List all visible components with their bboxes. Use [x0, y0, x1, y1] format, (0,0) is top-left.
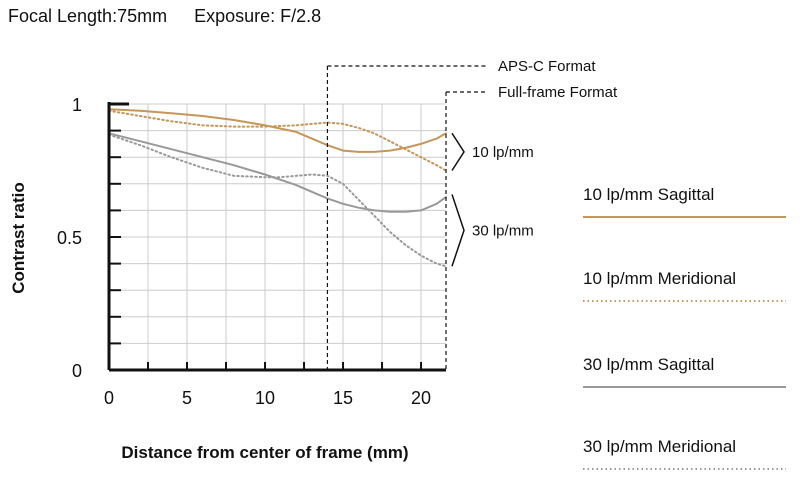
- focal-length-label: Focal Length:75mm: [8, 6, 168, 26]
- tick-labels: 0 5 10 15 20 0 0.5 1: [57, 95, 431, 408]
- format-markers: APS-C Format Full-frame Format: [326, 58, 618, 370]
- y-tick-label: 0: [72, 361, 82, 381]
- frequency-label: 30 lp/mm: [472, 222, 534, 239]
- series-line-10-lp-mm-meridional: [108, 109, 447, 172]
- x-tick-label: 15: [333, 388, 353, 408]
- frequency-annotations: 10 lp/mm 30 lp/mm: [451, 132, 534, 267]
- chart-header: Focal Length:75mm Exposure: F/2.8: [8, 6, 343, 27]
- frequency-label: 10 lp/mm: [472, 144, 534, 161]
- format-label: APS-C Format: [498, 58, 596, 75]
- x-tick-label: 5: [182, 388, 192, 408]
- series-line-30-lp-mm-meridional: [108, 133, 447, 268]
- legend-label: 30 lp/mm Sagittal: [583, 355, 714, 374]
- legend-label: 10 lp/mm Meridional: [583, 269, 736, 288]
- series-line-30-lp-mm-sagittal: [108, 132, 447, 213]
- series-lines: [108, 108, 447, 268]
- legend: 10 lp/mm Sagittal 10 lp/mm Meridional 30 l…: [583, 185, 786, 470]
- x-axis-title: Distance from center of frame (mm): [121, 443, 408, 462]
- format-label: Full-frame Format: [498, 84, 618, 101]
- frequency-bracket: [451, 132, 465, 171]
- legend-label: 30 lp/mm Meridional: [583, 437, 736, 456]
- x-tick-label: 20: [411, 388, 431, 408]
- frequency-bracket: [451, 194, 465, 267]
- grid-lines: [109, 103, 446, 370]
- x-tick-label: 10: [255, 388, 275, 408]
- x-tick-label: 0: [104, 388, 114, 408]
- y-tick-label: 1: [72, 95, 82, 115]
- axes: [107, 102, 446, 372]
- y-tick-label: 0.5: [57, 228, 82, 248]
- exposure-label: Exposure: F/2.8: [194, 6, 322, 26]
- legend-label: 10 lp/mm Sagittal: [583, 185, 714, 204]
- y-axis-title: Contrast ratio: [9, 182, 28, 293]
